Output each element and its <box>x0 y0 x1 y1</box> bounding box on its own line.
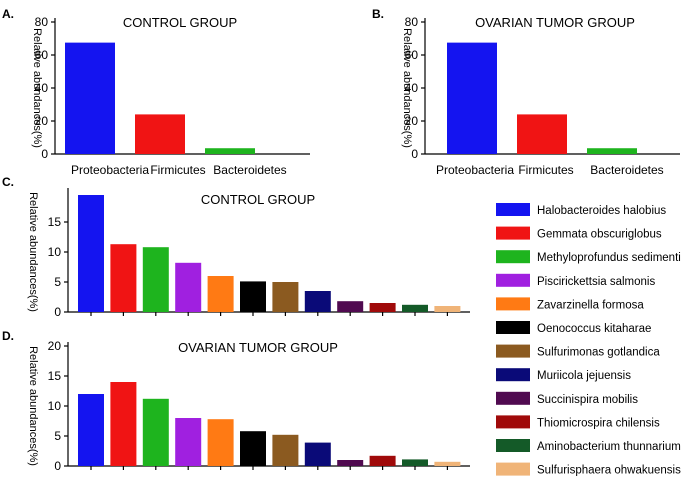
y-tick-label-1-2: 40 <box>405 81 419 95</box>
y-tick-label-2-2: 10 <box>48 245 62 259</box>
bar-2-4 <box>207 276 234 312</box>
bar-3-7 <box>304 442 331 466</box>
x-tick-label-0-1: Firmicutes <box>150 163 205 177</box>
bar-2-5 <box>240 281 266 312</box>
legend-swatch-6 <box>496 344 530 358</box>
x-tick-label-0-0: Proteobacteria <box>71 163 149 177</box>
bar-1-0 <box>447 42 497 154</box>
bar-0-0 <box>65 42 115 154</box>
y-tick-label-0-1: 20 <box>35 114 49 128</box>
bar-2-11 <box>434 306 461 312</box>
x-tick-label-1-1: Firmicutes <box>518 163 573 177</box>
panel-label-1: B. <box>372 7 384 21</box>
y-tick-label-3-0: 0 <box>54 459 61 473</box>
y-tick-label-2-0: 0 <box>54 305 61 319</box>
legend-swatch-9 <box>496 415 530 429</box>
legend-swatch-8 <box>496 391 530 405</box>
chart-title-1: OVARIAN TUMOR GROUP <box>475 15 635 30</box>
bar-3-9 <box>369 455 396 466</box>
chart-title-2: CONTROL GROUP <box>201 192 315 207</box>
y-tick-label-3-3: 15 <box>48 369 62 383</box>
bar-2-2 <box>142 247 169 312</box>
legend-label-4: Zavarzinella formosa <box>537 299 644 311</box>
legend-swatch-7 <box>496 368 530 382</box>
legend-label-5: Oenococcus kitaharae <box>537 323 651 335</box>
bar-1-2 <box>587 148 637 154</box>
panel-label-3: D. <box>2 329 14 343</box>
legend-label-3: Piscirickettsia salmonis <box>537 276 655 288</box>
bar-3-8 <box>337 460 364 466</box>
x-tick-label-1-0: Proteobacteria <box>436 163 514 177</box>
panel-label-2: C. <box>2 175 14 189</box>
y-tick-label-1-1: 20 <box>405 114 419 128</box>
y-tick-label-3-2: 10 <box>48 399 62 413</box>
bar-2-6 <box>272 282 299 312</box>
legend-label-7: Muriicola jejuensis <box>537 370 631 382</box>
y-tick-label-3-1: 5 <box>54 429 61 443</box>
bar-2-1 <box>110 244 137 312</box>
bar-3-4 <box>207 419 234 466</box>
y-tick-label-1-4: 80 <box>405 15 419 29</box>
y-tick-label-3-4: 20 <box>48 339 62 353</box>
y-tick-label-2-1: 5 <box>54 275 61 289</box>
bar-2-8 <box>337 301 364 312</box>
chart-title-3: OVARIAN TUMOR GROUP <box>178 340 338 355</box>
legend-label-2: Methyloprofundus sedimenti <box>537 252 681 264</box>
bar-1-1 <box>517 114 567 154</box>
legend-label-11: Sulfurisphaera ohwakuensis <box>537 465 681 477</box>
legend-label-1: Gemmata obscuriglobus <box>537 229 662 241</box>
legend-label-0: Halobacteroides halobius <box>537 205 666 217</box>
legend-swatch-3 <box>496 273 530 287</box>
legend-label-9: Thiomicrospira chilensis <box>537 417 660 429</box>
chart-title-0: CONTROL GROUP <box>123 15 237 30</box>
bar-3-2 <box>142 398 169 466</box>
legend-swatch-4 <box>496 297 530 311</box>
bar-2-9 <box>369 303 396 312</box>
legend-swatch-0 <box>496 203 530 216</box>
y-axis-label-3: Relative abundances(%) <box>27 346 39 466</box>
legend-swatch-2 <box>496 250 530 264</box>
y-tick-label-0-3: 60 <box>35 48 49 62</box>
y-tick-label-0-2: 40 <box>35 81 49 95</box>
bar-2-7 <box>304 291 331 312</box>
y-axis-label-0: Relative abundances(%) <box>31 28 43 148</box>
y-axis-label-1: Relative abundances(%) <box>401 28 413 148</box>
bar-3-6 <box>272 434 299 466</box>
bar-3-5 <box>240 431 266 466</box>
legend-label-8: Succinispira mobilis <box>537 394 638 406</box>
legend-swatch-11 <box>496 462 530 476</box>
legend-swatch-10 <box>496 439 530 452</box>
bar-2-10 <box>402 304 428 312</box>
bar-2-3 <box>175 262 202 312</box>
legend-swatch-5 <box>496 321 530 334</box>
y-tick-label-2-3: 15 <box>48 215 62 229</box>
panel-label-0: A. <box>2 7 14 21</box>
y-axis-label-2: Relative abundances(%) <box>27 192 39 312</box>
legend-swatch-1 <box>496 226 530 240</box>
bar-3-11 <box>434 461 461 466</box>
y-tick-label-1-0: 0 <box>411 147 418 161</box>
y-tick-label-0-4: 80 <box>35 15 49 29</box>
bar-0-2 <box>205 148 255 154</box>
legend-label-6: Sulfurimonas gotlandica <box>537 347 660 359</box>
bar-3-10 <box>402 459 428 466</box>
bar-3-1 <box>110 382 137 466</box>
bar-3-0 <box>78 394 104 466</box>
bar-2-0 <box>78 195 104 312</box>
x-tick-label-1-2: Bacteroidetes <box>590 163 663 177</box>
bar-0-1 <box>135 114 185 154</box>
bar-3-3 <box>175 418 202 466</box>
y-tick-label-0-0: 0 <box>41 147 48 161</box>
x-tick-label-0-2: Bacteroidetes <box>213 163 286 177</box>
y-tick-label-1-3: 60 <box>405 48 419 62</box>
legend-label-10: Aminobacterium thunnarium <box>537 441 681 453</box>
